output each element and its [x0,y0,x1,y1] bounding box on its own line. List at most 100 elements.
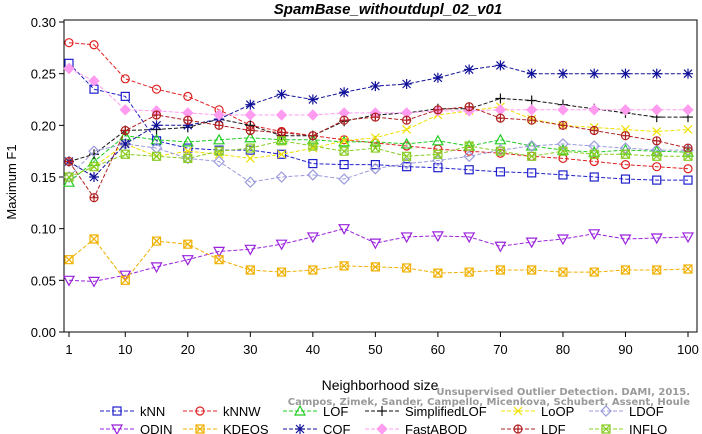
data-point-ldf [276,127,287,138]
data-point-knn [276,149,287,159]
data-point-odin [62,275,76,287]
data-point-loop [245,153,255,163]
data-point-lof [62,175,76,187]
data-point-fastabod [525,104,538,116]
data-point-ldf [151,110,162,120]
data-point-inflo [683,151,693,161]
series-ldf [64,102,693,203]
data-point-knn [339,160,349,170]
data-point-kdeos [339,261,349,271]
data-point-inflo [652,151,662,161]
data-point-kdeos [495,265,506,275]
legend-label: LOF [323,404,348,419]
data-point-lof [213,133,226,145]
data-point-kdeos [214,255,224,265]
data-point-kdeos [433,268,443,278]
data-point-cof [401,79,412,89]
series-cof [64,60,693,182]
data-point-ldof [338,173,350,185]
data-point-knn [589,172,599,182]
y-axis: 0.00 0.05 0.10 0.15 0.20 0.25 0.30 [31,15,64,340]
data-point-lof [556,143,569,155]
legend-marker [376,423,388,434]
data-point-inflo [433,149,443,159]
data-point-ldf [214,120,224,130]
x-tick-label: 90 [618,342,632,357]
data-point-ldof [557,138,569,150]
series-line-lof [68,135,689,183]
data-point-kdeos [120,275,130,285]
data-point-cof [151,120,162,131]
data-point-inflo [558,146,568,156]
data-point-knn [433,163,443,173]
data-point-ldf [402,115,412,125]
data-point-inflo [339,146,349,156]
legend-item-lof: LOF [283,404,348,419]
x-tick-label: 80 [556,342,570,357]
legend-marker [195,406,205,416]
data-point-cof [526,68,537,79]
data-point-ldf [558,120,568,130]
legend-label: ODIN [140,422,173,434]
data-point-knnw [151,84,162,94]
data-point-odin [681,232,695,244]
data-point-fastabod [63,62,75,75]
legend-marker [513,406,523,416]
data-point-inflo [620,149,631,159]
data-point-lof [338,135,351,147]
data-point-kdeos [620,265,631,275]
plot-frame [63,19,698,333]
y-tick-label: 0.25 [31,67,56,82]
data-point-lof [275,133,288,145]
data-point-cof [182,120,193,131]
data-point-knnw [464,146,474,156]
data-point-knnw [683,164,693,174]
data-point-knn [527,168,537,178]
legend-marker [195,424,205,434]
data-point-ldof [525,140,538,152]
data-point-odin [556,234,569,246]
legend-marker [295,424,305,434]
data-point-fastabod [275,109,288,121]
series-knn [64,58,693,185]
x-axis: 1 10 20 30 40 50 60 70 80 90 100 [65,332,699,357]
data-point-inflo [402,151,412,161]
legend-label: COF [323,422,351,434]
x-tick-label: 60 [431,342,445,357]
data-point-ldof [619,142,632,154]
data-point-odin [213,246,226,258]
data-point-cof [683,68,693,79]
data-point-knnw [183,91,193,102]
legend-item-ldf: LDF [501,422,566,434]
data-point-loop [277,149,287,159]
data-point-fastabod [619,104,632,116]
series-line-ldf [68,106,689,199]
data-point-odin [463,232,476,244]
data-point-kdeos [183,239,193,249]
x-tick-label: 1 [65,342,72,357]
data-point-knnw [620,160,631,170]
data-point-inflo [276,136,287,146]
data-point-inflo [370,143,380,153]
legend-label: SimplifiedLOF [405,404,487,419]
data-point-ldf [64,156,74,167]
data-point-inflo [308,141,318,151]
data-point-odin [650,233,663,245]
legend-label: KDEOS [223,422,269,434]
data-point-odin [87,276,101,288]
watermark-line: Campos, Zimek, Sander, Campello, Micenko… [288,397,690,408]
y-tick-label: 0.05 [31,273,56,288]
x-tick-label: 10 [118,342,132,357]
data-point-ldf [620,131,631,141]
data-point-knn [652,175,662,185]
data-point-ldf [89,193,99,203]
legend-item-inflo: INFLO [589,422,667,434]
data-point-ldof [463,150,476,163]
legend-item-ldof: LDOF [589,404,664,419]
y-tick-label: 0.10 [31,222,56,237]
data-point-knn [402,162,412,172]
data-point-inflo [151,151,162,161]
data-point-odin [588,229,601,241]
data-point-ldof [650,144,663,156]
data-point-kdeos [276,267,287,277]
